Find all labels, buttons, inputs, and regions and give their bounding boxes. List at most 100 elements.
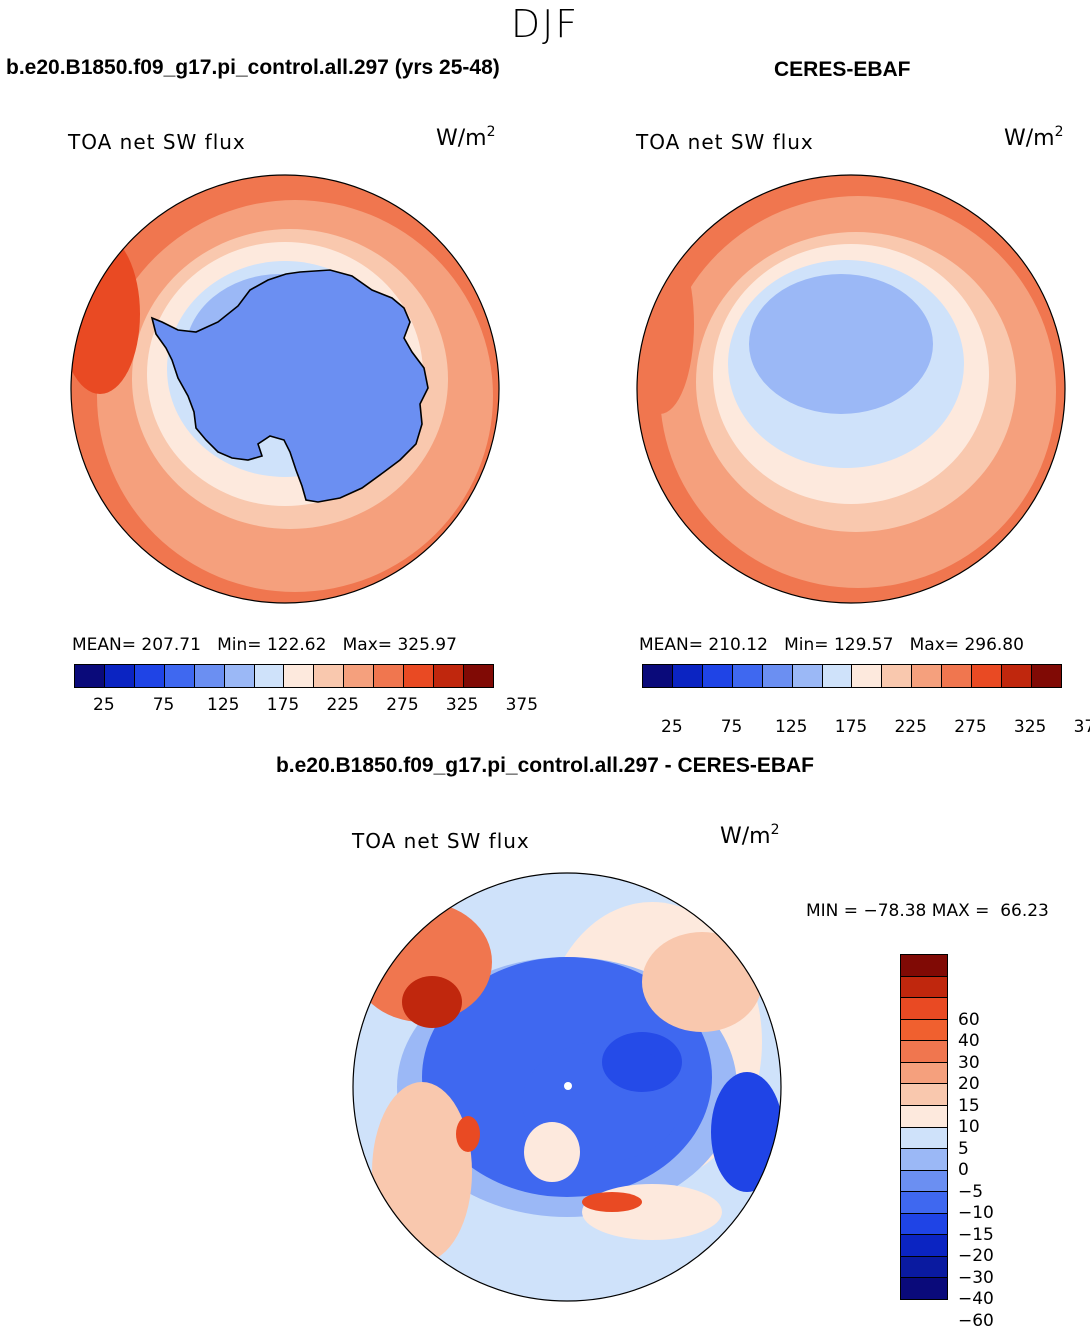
colorbar-swatch <box>1002 665 1032 687</box>
colorbar-tick-label: 275 <box>954 717 987 737</box>
colorbar-swatch <box>434 665 464 687</box>
panel2-title: CERES-EBAF <box>774 58 911 81</box>
panel2-colorbar <box>642 664 1062 688</box>
colorbar-tick-label: 60 <box>958 1009 980 1030</box>
contour-patch <box>524 1122 580 1182</box>
panel3-colorbar-ticks: 60 40 30 20 15 10 5 0 −5 −10 −15 −20 −30 −40 −60 <box>958 998 1018 1342</box>
panel2-min: 129.57 <box>833 635 894 655</box>
colorbar-tick-label: 325 <box>445 695 479 715</box>
colorbar-swatch <box>901 1127 947 1150</box>
colorbar-swatch <box>901 955 947 977</box>
colorbar-swatch <box>882 665 913 687</box>
panel3-colorbar <box>900 954 948 1300</box>
colorbar-swatch <box>901 976 947 999</box>
panel2-max: 296.80 <box>964 635 1024 655</box>
colorbar-swatch <box>762 665 793 687</box>
panel1-polar-map <box>70 174 500 604</box>
contour-patch <box>582 1184 722 1240</box>
colorbar-tick-label: 15 <box>958 1095 980 1116</box>
map-border <box>70 174 500 604</box>
panel1-mean: 207.71 <box>141 635 201 655</box>
map-border <box>636 174 1066 604</box>
colorbar-tick-label: −60 <box>958 1310 994 1331</box>
colorbar-tick-label: 375 <box>505 695 539 715</box>
colorbar-swatch <box>822 665 853 687</box>
contour-patch <box>642 932 762 1032</box>
panel1-max: 325.97 <box>397 635 457 655</box>
contour-patch <box>582 1192 642 1212</box>
colorbar-tick-label: 175 <box>266 695 300 715</box>
colorbar-swatch <box>75 665 105 687</box>
panel1-min: 122.62 <box>266 635 327 655</box>
colorbar-tick-label: −10 <box>958 1203 994 1223</box>
colorbar-swatch <box>463 665 493 687</box>
colorbar-tick-label: 10 <box>958 1117 980 1137</box>
colorbar-swatch <box>901 1278 947 1299</box>
panel2-units: W/m2 <box>1004 124 1064 151</box>
colorbar-swatch <box>942 665 973 687</box>
colorbar-swatch <box>901 1213 947 1236</box>
colorbar-swatch <box>104 665 135 687</box>
colorbar-swatch <box>254 665 285 687</box>
colorbar-tick-label: −40 <box>958 1289 994 1309</box>
panel3-units: W/m2 <box>720 822 780 849</box>
colorbar-swatch <box>901 1019 947 1042</box>
colorbar-swatch <box>702 665 733 687</box>
colorbar-tick-label: 275 <box>386 695 419 715</box>
colorbar-tick-label: 25 <box>93 695 115 715</box>
colorbar-tick-label: −30 <box>958 1267 994 1288</box>
contour-patch <box>637 234 694 414</box>
colorbar-tick-label: −15 <box>958 1224 994 1245</box>
colorbar-tick-label: 175 <box>834 717 868 737</box>
pole-marker <box>564 1082 572 1090</box>
panel1-stats: MEAN= 207.71 Min= 122.62 Max= 325.97 <box>72 635 457 655</box>
colorbar-swatch <box>314 665 345 687</box>
colorbar-swatch <box>224 665 255 687</box>
colorbar-tick-label: 375 <box>1073 717 1090 737</box>
panel2-mean: 210.12 <box>708 635 768 655</box>
panel2-variable-label: TOA net SW flux <box>636 130 814 154</box>
colorbar-swatch <box>374 665 405 687</box>
colorbar-swatch <box>643 665 673 687</box>
map-field <box>637 175 1065 603</box>
colorbar-swatch <box>792 665 823 687</box>
colorbar-swatch <box>344 665 375 687</box>
contour-band <box>749 274 933 414</box>
colorbar-tick-label: 125 <box>207 695 240 715</box>
panel3-max: 66.23 <box>1000 901 1049 921</box>
colorbar-swatch <box>284 665 315 687</box>
colorbar-swatch <box>972 665 1003 687</box>
colorbar-tick-label: −5 <box>958 1181 984 1202</box>
panel1-colorbar <box>74 664 494 688</box>
colorbar-swatch <box>901 1149 947 1171</box>
antarctica-coastline <box>150 269 429 503</box>
panel3-variable-label: TOA net SW flux <box>352 829 530 853</box>
panel3-stats: MIN = −78.38 MAX = 66.23 <box>806 901 1049 921</box>
colorbar-tick-label: 75 <box>152 695 175 715</box>
colorbar-swatch <box>901 1062 947 1085</box>
colorbar-tick-label: 325 <box>1013 717 1047 737</box>
colorbar-swatch <box>194 665 225 687</box>
colorbar-tick-label: 25 <box>661 717 683 737</box>
colorbar-swatch <box>901 1105 947 1128</box>
panel2-polar-map <box>636 174 1066 604</box>
colorbar-swatch <box>901 1235 947 1257</box>
colorbar-swatch <box>732 665 763 687</box>
colorbar-tick-label: 30 <box>958 1052 980 1073</box>
colorbar-tick-label: 75 <box>720 717 743 737</box>
contour-patch <box>372 1082 472 1262</box>
colorbar-tick-label: 20 <box>958 1074 980 1094</box>
colorbar-swatch <box>404 665 435 687</box>
contour-patch <box>402 976 462 1028</box>
colorbar-swatch <box>901 1192 947 1214</box>
contour-patch <box>456 1116 480 1152</box>
season-title: DJF <box>510 2 580 46</box>
colorbar-swatch <box>852 665 883 687</box>
colorbar-swatch <box>901 1170 947 1193</box>
panel3-min: −78.38 <box>863 901 927 921</box>
contour-patch <box>602 1032 682 1092</box>
panel1-title: b.e20.B1850.f09_g17.pi_control.all.297 (… <box>6 56 500 79</box>
colorbar-swatch <box>672 665 703 687</box>
colorbar-tick-label: 0 <box>958 1160 969 1180</box>
antarctica-fill <box>152 270 428 502</box>
